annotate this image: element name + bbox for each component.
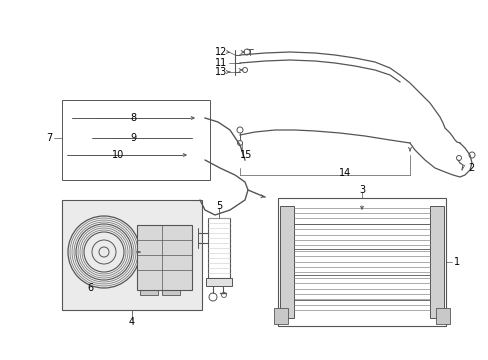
Bar	[137, 225, 192, 290]
Circle shape	[200, 136, 203, 140]
Bar	[162, 285, 180, 295]
Text: 6: 6	[87, 283, 93, 293]
Text: 12: 12	[214, 47, 226, 57]
Text: 13: 13	[214, 67, 226, 77]
Text: 1: 1	[453, 257, 459, 267]
Bar	[280, 206, 293, 318]
Text: 10: 10	[112, 150, 124, 160]
Bar	[205, 278, 231, 286]
Text: 5: 5	[215, 201, 222, 211]
Bar	[435, 308, 449, 324]
Bar	[278, 198, 445, 326]
Bar	[62, 200, 202, 310]
Text: 11: 11	[214, 58, 226, 68]
Text: 15: 15	[240, 150, 252, 160]
Bar	[62, 100, 209, 180]
Text: 9: 9	[130, 133, 136, 143]
Bar	[273, 308, 287, 324]
Text: 7: 7	[46, 133, 52, 143]
Text: 8: 8	[130, 113, 136, 123]
Text: 4: 4	[129, 317, 135, 327]
Text: 14: 14	[338, 168, 350, 178]
Text: 2: 2	[467, 163, 473, 173]
Bar	[140, 285, 158, 295]
Bar	[429, 206, 443, 318]
Bar	[207, 218, 229, 278]
Text: 3: 3	[358, 185, 365, 195]
